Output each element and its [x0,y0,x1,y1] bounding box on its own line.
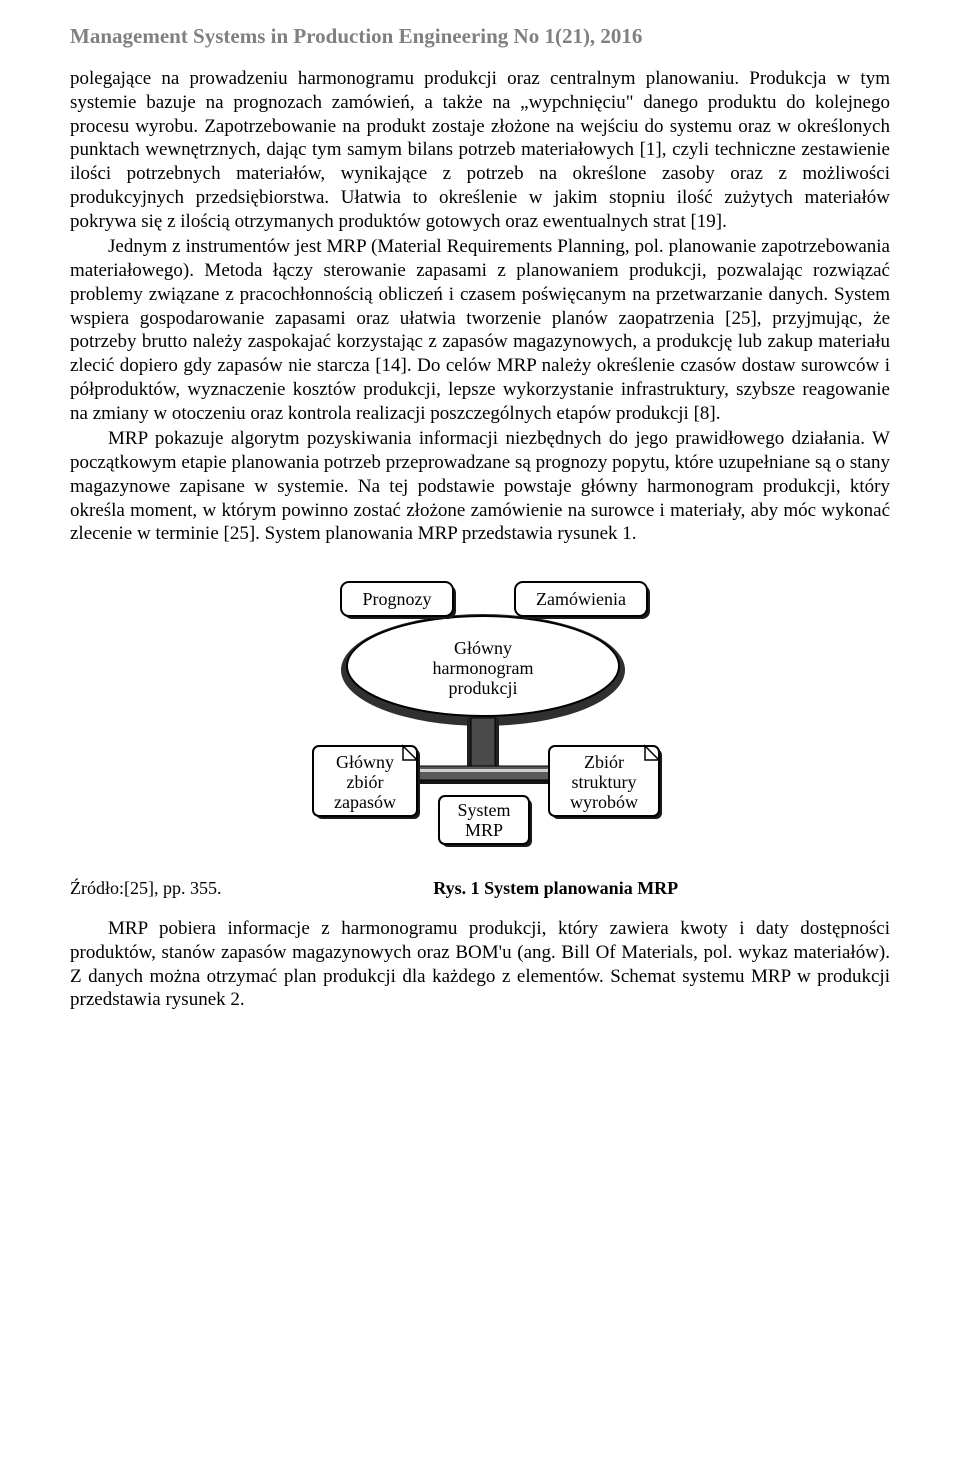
svg-text:zapasów: zapasów [334,792,396,812]
flowchart-svg: GłównyharmonogramprodukcjiPrognozyZamówi… [265,568,695,868]
svg-text:Główny: Główny [336,752,394,772]
page-container: Management Systems in Production Enginee… [0,0,960,1044]
svg-text:Zbiór: Zbiór [584,752,624,772]
svg-text:MRP: MRP [465,820,503,840]
paragraph-4: MRP pobiera informacje z harmonogramu pr… [70,917,890,1012]
figure-caption: Rys. 1 System planowania MRP [221,878,890,899]
svg-text:zbiór: zbiór [347,772,384,792]
svg-text:struktury: struktury [572,772,637,792]
svg-text:System: System [457,800,510,820]
paragraph-1: polegające na prowadzeniu harmonogramu p… [70,67,890,233]
figure-source: Źródło:[25], pp. 355. [70,878,221,899]
svg-text:produkcji: produkcji [449,678,518,698]
svg-text:Zamówienia: Zamówienia [536,589,626,609]
svg-text:harmonogram: harmonogram [433,658,534,678]
svg-text:wyrobów: wyrobów [570,792,638,812]
paragraph-2: Jednym z instrumentów jest MRP (Material… [70,235,890,425]
figure-mrp-system: GłównyharmonogramprodukcjiPrognozyZamówi… [70,568,890,868]
svg-text:Prognozy: Prognozy [363,589,432,609]
journal-header: Management Systems in Production Enginee… [70,24,890,49]
figure-caption-row: Źródło:[25], pp. 355. Rys. 1 System plan… [70,878,890,899]
paragraph-3: MRP pokazuje algorytm pozyskiwania infor… [70,427,890,546]
svg-text:Główny: Główny [454,638,512,658]
